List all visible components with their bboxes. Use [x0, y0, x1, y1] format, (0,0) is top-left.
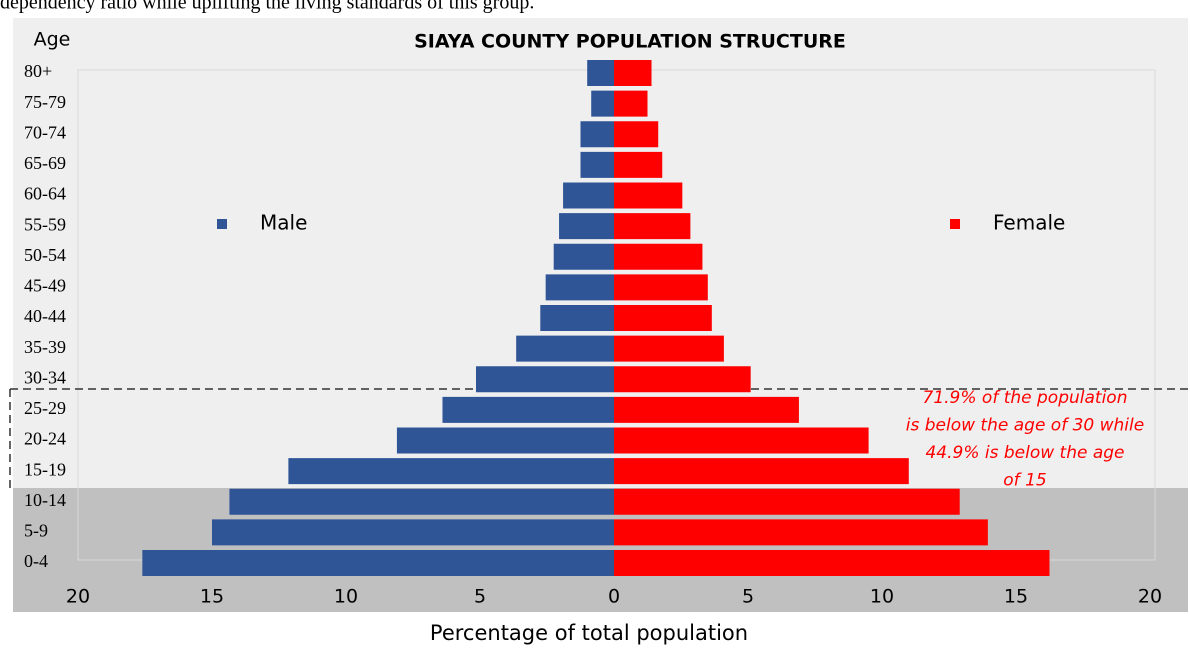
bar [614, 427, 869, 454]
bar [614, 305, 712, 331]
bar [229, 488, 615, 515]
annotation: 44.9% is below the age [925, 443, 1124, 463]
chart-title: SIAYA COUNTY POPULATION STRUCTURE [414, 31, 846, 53]
legend-label: Female [993, 211, 1065, 235]
y-tick-label: 65-69 [24, 153, 66, 173]
bar [580, 121, 614, 148]
bar [142, 550, 614, 576]
bar [614, 182, 683, 209]
bar [614, 274, 708, 301]
x-tick-label: 5 [474, 586, 486, 608]
x-tick-label: 15 [200, 586, 224, 608]
y-tick-label: 10-14 [24, 490, 66, 510]
y-tick-label: 35-39 [24, 337, 66, 357]
x-tick-label: 20 [66, 586, 90, 608]
y-tick-label: 15-19 [24, 459, 66, 479]
bar [442, 396, 614, 423]
bar [614, 60, 652, 86]
y-tick-label: 75-79 [24, 92, 66, 112]
bar [563, 182, 614, 209]
x-tick-label: 10 [334, 586, 358, 608]
bar [614, 488, 960, 515]
annotation: of 15 [1003, 471, 1046, 491]
bar [614, 90, 648, 117]
bar [614, 366, 751, 393]
bar [587, 60, 614, 86]
legend-swatch [950, 219, 960, 229]
x-tick-label: 10 [870, 586, 894, 608]
bar [288, 458, 614, 485]
bar [516, 335, 614, 362]
x-tick-label: 0 [608, 586, 620, 608]
bar [614, 458, 909, 485]
bar [614, 151, 663, 178]
bar [591, 90, 614, 117]
y-tick-label: 30-34 [24, 367, 66, 387]
bar [396, 427, 614, 454]
bar [545, 274, 614, 301]
bar [614, 243, 703, 270]
legend-label: Male [260, 211, 307, 235]
bar [212, 519, 614, 546]
bar [614, 121, 659, 148]
bar [475, 366, 614, 393]
x-tick-label: 5 [742, 586, 754, 608]
bar [540, 305, 614, 331]
bar [614, 213, 691, 240]
y-axis-title: Age [34, 29, 71, 51]
bar [614, 550, 1050, 576]
y-tick-label: 40-44 [24, 306, 66, 326]
y-tick-label: 80+ [24, 61, 52, 81]
x-axis-title: Percentage of total population [430, 621, 748, 645]
y-tick-label: 45-49 [24, 276, 66, 296]
bar [614, 396, 799, 423]
header-text: dependency ratio while uplifting the liv… [0, 0, 534, 14]
annotation: 71.9% of the population [923, 388, 1128, 408]
y-tick-label: 25-29 [24, 398, 66, 418]
x-tick-label: 20 [1138, 586, 1162, 608]
y-tick-label: 0-4 [24, 551, 48, 571]
y-tick-label: 20-24 [24, 429, 66, 449]
x-tick-label: 15 [1004, 586, 1028, 608]
annotation: is below the age of 30 while [906, 416, 1144, 436]
bar [614, 519, 988, 546]
y-tick-label: 60-64 [24, 184, 66, 204]
y-tick-label: 55-59 [24, 214, 66, 234]
bar [614, 335, 724, 362]
y-tick-label: 5-9 [24, 521, 48, 541]
bar [580, 151, 614, 178]
y-tick-label: 50-54 [24, 245, 66, 265]
y-tick-label: 70-74 [24, 122, 66, 142]
legend-swatch [217, 219, 227, 229]
bar [553, 243, 614, 270]
bar [559, 213, 614, 240]
